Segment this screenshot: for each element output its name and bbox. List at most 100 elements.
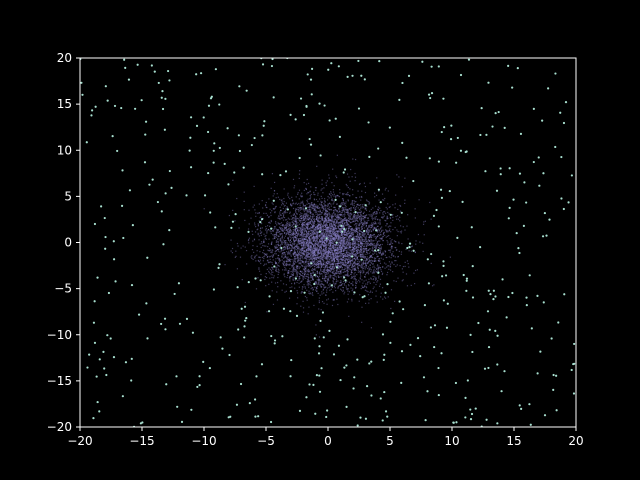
cluster-point: [292, 260, 294, 262]
cluster-point: [316, 290, 318, 293]
cluster-point: [334, 284, 336, 286]
cluster-point: [398, 176, 400, 178]
cluster-point: [327, 254, 330, 257]
cluster-point: [310, 186, 312, 188]
cluster-point: [309, 215, 311, 217]
cluster-point: [371, 215, 373, 217]
cluster-point: [343, 219, 346, 221]
cluster-point: [306, 223, 308, 225]
cluster-point: [389, 216, 391, 219]
cluster-point: [321, 291, 323, 293]
cluster-point: [285, 241, 287, 243]
cluster-point: [364, 191, 367, 194]
cluster-point: [275, 244, 277, 246]
cluster-point: [297, 239, 299, 241]
cluster-point: [318, 260, 320, 262]
cluster-point: [314, 226, 317, 228]
cluster-point: [322, 248, 325, 250]
cluster-point: [319, 227, 322, 229]
cluster-point: [313, 249, 315, 251]
cluster-point: [330, 219, 332, 221]
cluster-point: [339, 231, 341, 233]
cluster-point: [375, 250, 377, 252]
cluster-point: [329, 236, 331, 238]
cluster-point: [330, 225, 332, 227]
cluster-point: [346, 247, 348, 249]
cluster-point: [331, 225, 334, 228]
cluster-point: [327, 228, 329, 230]
cluster-point: [340, 238, 342, 240]
cluster-point: [334, 261, 336, 263]
cluster-point: [362, 260, 365, 262]
cluster-point: [331, 213, 333, 215]
cluster-point: [331, 215, 333, 217]
cluster-point: [351, 201, 353, 204]
cluster-point: [297, 239, 299, 241]
cluster-point: [316, 267, 318, 269]
cluster-point: [320, 309, 322, 311]
cluster-point: [341, 250, 343, 252]
cluster-point: [339, 192, 341, 194]
cluster-point: [392, 228, 394, 231]
cluster-point: [368, 239, 370, 242]
cluster-point: [337, 264, 339, 267]
cluster-point: [278, 248, 280, 250]
cluster-point: [348, 223, 350, 226]
cluster-point: [296, 225, 298, 227]
cluster-point: [317, 205, 319, 207]
cluster-point: [326, 262, 328, 264]
cluster-point: [318, 227, 320, 230]
cluster-point: [351, 203, 353, 205]
cluster-point: [306, 232, 308, 234]
cluster-point: [309, 249, 311, 251]
cluster-point: [345, 252, 347, 254]
cluster-point: [306, 243, 308, 245]
cluster-point: [298, 202, 300, 205]
cluster-point: [298, 262, 300, 264]
cluster-point: [309, 262, 311, 264]
cluster-point: [306, 235, 308, 238]
cluster-point: [340, 228, 343, 230]
cluster-point: [354, 269, 356, 271]
cluster-point: [271, 281, 273, 283]
cluster-point: [263, 233, 265, 235]
cluster-point: [366, 243, 368, 245]
cluster-point: [356, 223, 358, 225]
cluster-point: [360, 207, 362, 210]
cluster-point: [326, 240, 328, 242]
cluster-point: [354, 268, 356, 271]
cluster-point: [311, 269, 313, 271]
cluster-point: [326, 228, 328, 230]
cluster-point: [355, 229, 357, 232]
cluster-point: [270, 231, 272, 233]
cluster-point: [321, 233, 323, 235]
cluster-point: [361, 245, 363, 248]
cluster-point: [392, 219, 394, 221]
cluster-point: [327, 227, 329, 229]
cluster-point: [361, 285, 363, 287]
cluster-point: [349, 221, 352, 224]
cluster-point: [351, 243, 353, 245]
cluster-point: [284, 227, 287, 229]
cluster-point: [327, 269, 329, 271]
cluster-point: [273, 228, 275, 230]
cluster-point: [322, 266, 325, 268]
cluster-point: [326, 303, 328, 305]
cluster-point: [363, 216, 365, 218]
cluster-point: [323, 292, 325, 294]
cluster-point: [382, 216, 384, 218]
cluster-point: [278, 271, 280, 274]
cluster-point: [298, 275, 300, 278]
cluster-point: [334, 232, 336, 234]
cluster-point: [318, 224, 320, 226]
cluster-point: [340, 204, 343, 207]
cluster-point: [330, 223, 332, 225]
cluster-point: [328, 206, 330, 208]
cluster-point: [338, 224, 340, 226]
cluster-point: [324, 266, 326, 268]
cluster-point: [333, 263, 335, 265]
cluster-point: [360, 256, 363, 258]
cluster-point: [339, 288, 342, 290]
cluster-point: [263, 264, 265, 267]
cluster-point: [296, 267, 299, 270]
